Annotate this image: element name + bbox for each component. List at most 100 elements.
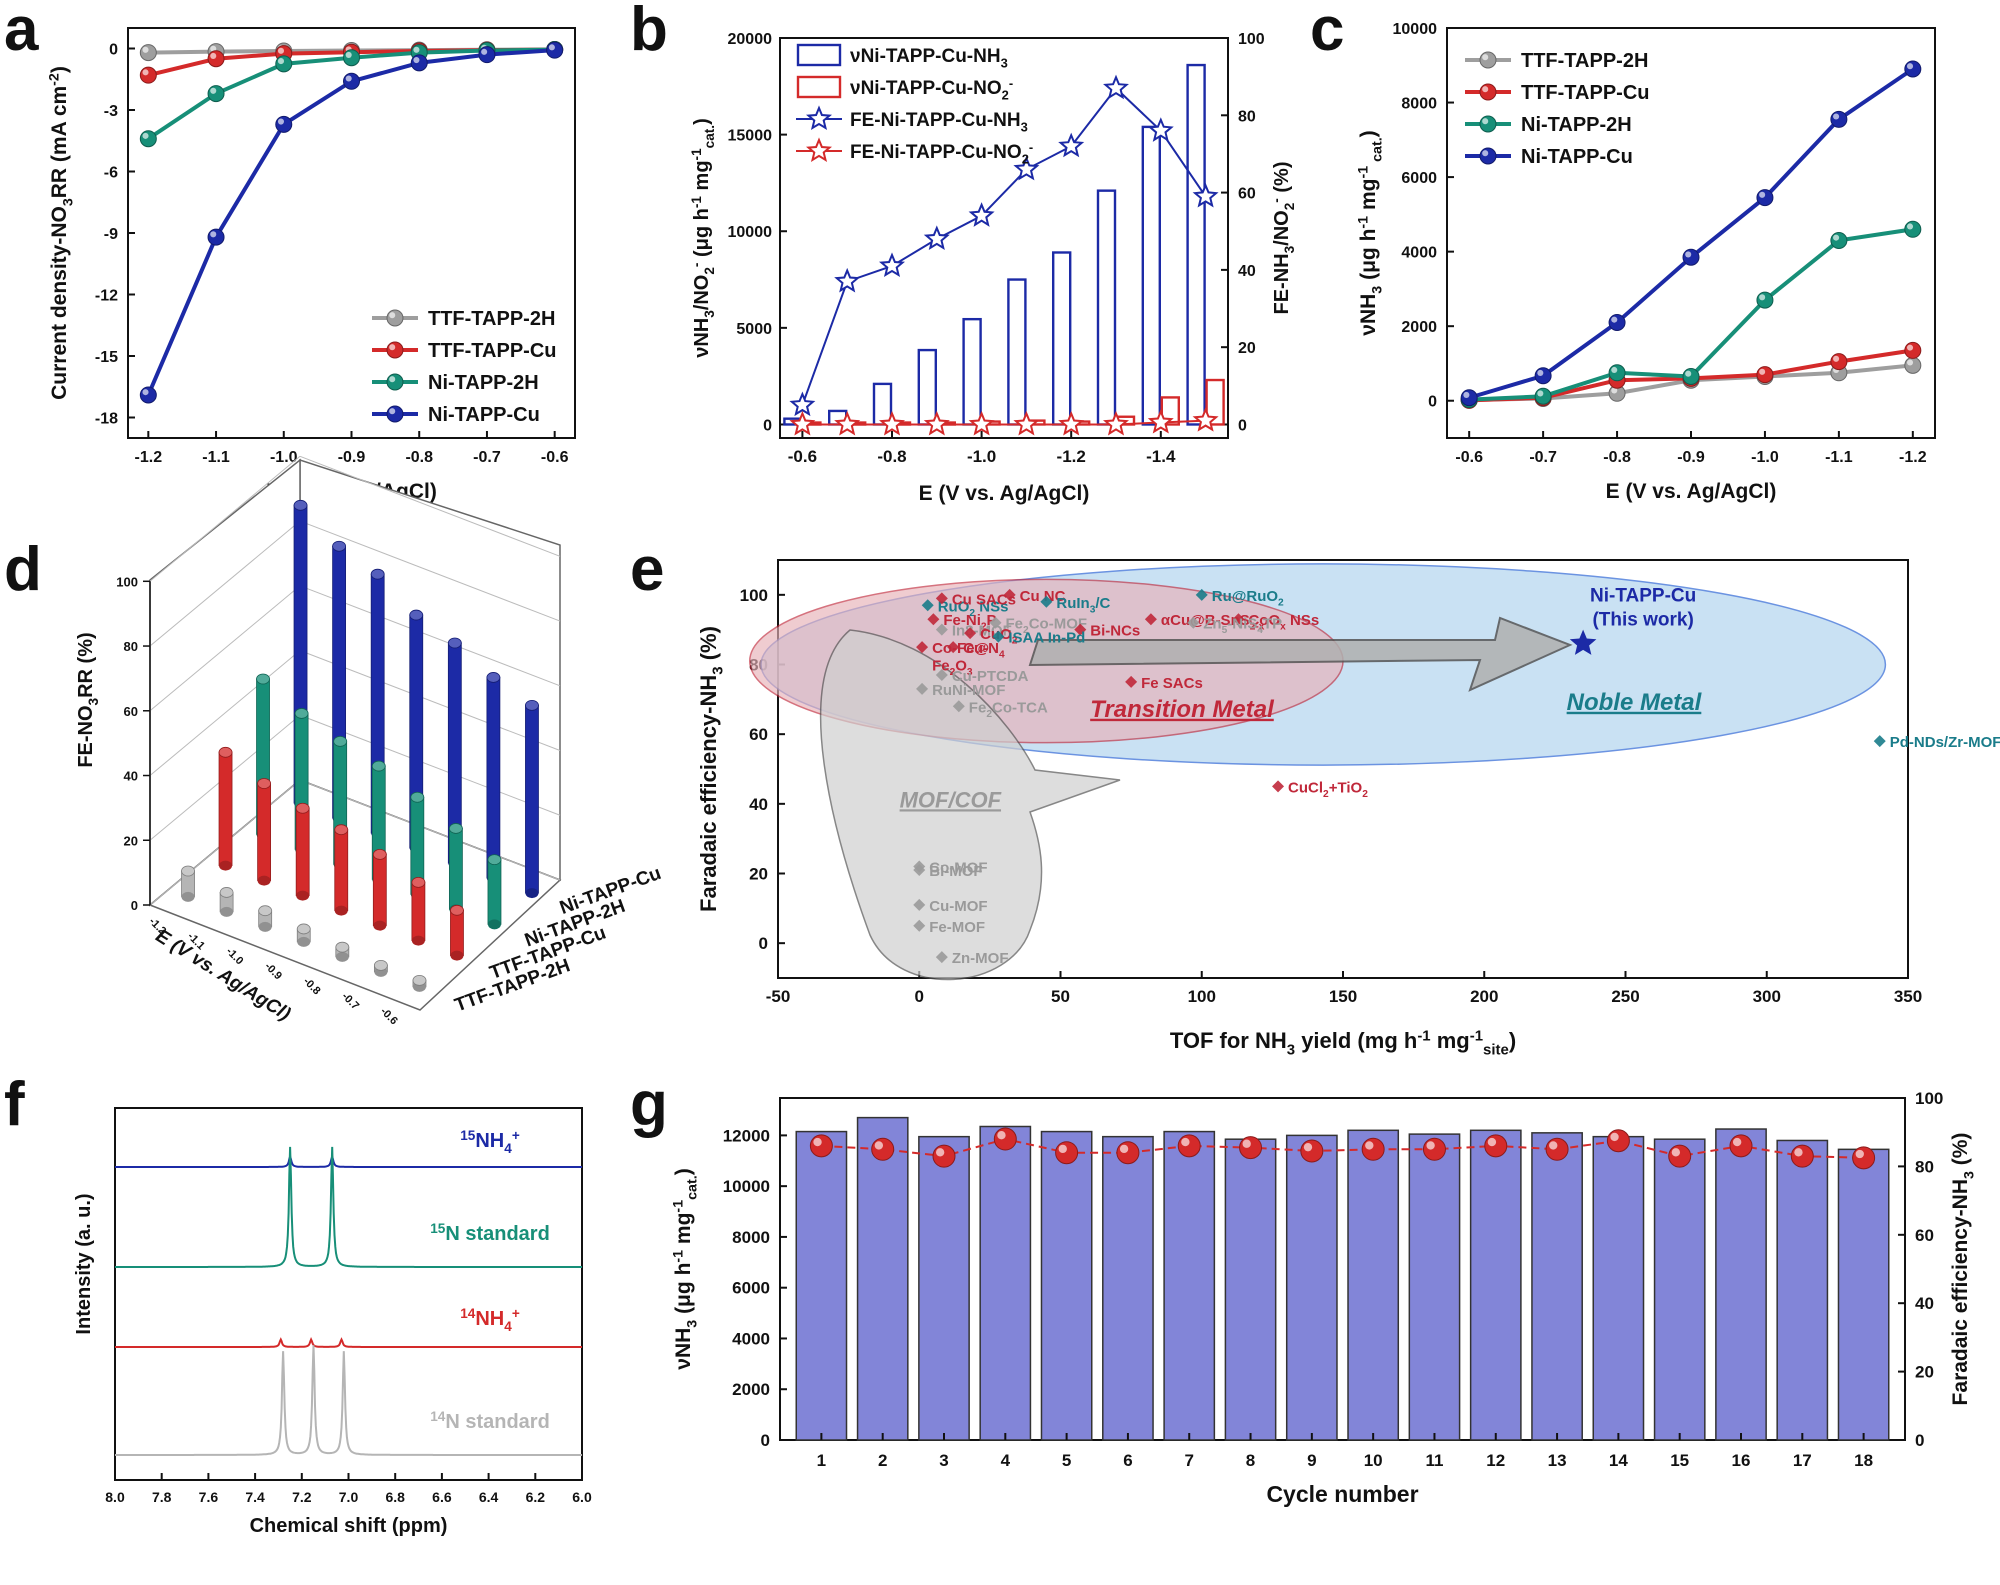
data-point [1756,366,1774,384]
marker-highlight [1833,355,1840,362]
bar [1285,1134,1338,1441]
bar [917,348,937,426]
marker-highlight [389,408,396,415]
panel-letter-c: c [1310,0,1344,64]
spectrum-label: 15NH4+ [460,1128,520,1156]
x-tick-label: 7.0 [339,1489,359,1505]
y-tick-label: -3 [104,103,118,120]
label-segment: 4 [999,650,1005,661]
y-axis-title-right: Faradaic efficiency-NH3 (%) [1949,1133,1977,1406]
label-segment: 3 [60,198,76,206]
marker-highlight [142,46,149,53]
bar-3d [372,849,387,931]
label-segment: 3 [967,667,973,678]
star-marker [1058,410,1085,436]
bar-3d [334,824,349,916]
spectrum-line [115,1345,582,1456]
x-tick-label: -1.0 [967,447,996,466]
series-TTF-TAPP-2H [181,865,427,992]
y-tick-label: 8000 [1401,96,1437,113]
marker-highlight [389,376,396,383]
bar-3d [486,672,501,884]
marker-body [546,41,564,59]
bar [1051,251,1072,426]
y2-tick-label: 40 [1238,263,1256,280]
marker-body [410,54,428,72]
data-point [1682,248,1700,266]
marker-highlight [277,47,285,54]
bar-3d [296,923,311,947]
star-marker [878,252,906,277]
scatter-point: Bi-MOF [913,863,983,880]
x-tick-label: 8 [1246,1451,1255,1470]
legend-marker [1479,115,1497,133]
star-marker [923,225,950,251]
x-tick-label: 5 [1062,1451,1071,1470]
label-segment: ISAA In-Pd [1008,630,1085,647]
marker-highlight [1487,1137,1497,1147]
point-label: ISAA In-Pd [1008,630,1085,647]
series-FE-Ni-TAPP-Cu-NH3 [789,74,1219,417]
marker-body [1479,51,1497,69]
data-point [1904,220,1922,238]
label-segment: Faradaic efficiency-NH [696,675,721,912]
scatter-point: Bi-NCs [1074,623,1140,640]
marker-body [1790,1144,1814,1168]
marker-highlight [1537,369,1544,376]
star-marker [1192,406,1219,432]
point-label: Fe-MOF [929,919,985,936]
point-label: Co-MOF [929,860,987,877]
x-tick-label: 17 [1793,1451,1812,1470]
x-tick-label: -0.9 [338,449,366,466]
series-FE-Ni-TAPP-Cu-NO2- [789,406,1219,436]
star-marker [1192,182,1219,208]
point-label: (This work) [1592,610,1693,631]
spectrum-label: 14N standard [430,1409,550,1433]
marker-highlight [481,48,488,55]
region-label: Noble Metal [1567,689,1703,716]
marker-body [207,228,225,246]
label-segment: mg [1431,1028,1470,1053]
bar-base [335,951,349,962]
marker-body [1729,1134,1753,1158]
bar [1776,1139,1829,1441]
region-label: MOF/COF [900,787,1002,812]
marker-highlight [1611,366,1618,374]
legend-label: Ni-TAPP-2H [1521,114,1632,136]
y-axis-title: Intensity (a. u.) [73,1193,95,1334]
x-tick-label: -1.0 [1751,449,1779,466]
panel-letter-b: b [630,0,668,64]
data-point [1361,1137,1385,1161]
bar [1163,1130,1216,1441]
y-tick-label: 12000 [723,1126,770,1145]
y2-tick-label: 100 [1915,1089,1943,1108]
legend-marker [1479,147,1497,165]
x-tick-label: 3 [939,1451,948,1470]
panel-letter-g: g [630,1070,668,1139]
label-segment: Fe [932,657,950,674]
bar [1186,63,1206,426]
label-segment: 4 [1257,625,1263,636]
marker-highlight [1732,1137,1742,1147]
diamond-marker [927,613,940,626]
diamond-marker [913,864,926,877]
label-segment: 2 [1022,152,1029,167]
y-axis-title-left: νNH3 (μg h-1 mg-1cat.) [671,1168,701,1369]
data-point [207,228,225,246]
star-marker [968,202,995,227]
bar [962,317,982,426]
series-line [801,86,1207,406]
marker-highlight [389,312,396,319]
diamond-marker [935,951,948,964]
label-segment: Bi-MOF [929,863,982,880]
x-tick-label: -0.7 [1529,449,1557,466]
legend-marker [1479,83,1497,101]
bar-3d [450,904,464,961]
marker-body [1055,1141,1079,1165]
diamond-marker [1232,613,1245,626]
label-segment: Fe SACs [1141,675,1203,692]
label-segment: Faradaic efficiency-NH [1949,1179,1972,1405]
label-segment: /NO [1271,210,1293,246]
legend-label: TTF-TAPP-2H [1521,50,1648,72]
diamond-marker [913,919,926,932]
